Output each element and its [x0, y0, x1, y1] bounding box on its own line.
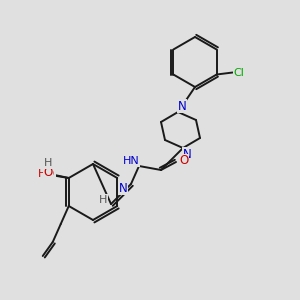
Text: O: O [179, 154, 189, 167]
Text: N: N [183, 148, 191, 160]
Text: H: H [99, 195, 107, 205]
Text: HN: HN [123, 156, 140, 166]
Text: H: H [44, 158, 52, 168]
Text: HO: HO [38, 169, 55, 179]
Text: Cl: Cl [233, 68, 244, 77]
Text: O: O [43, 167, 52, 179]
Text: N: N [118, 182, 127, 194]
Text: N: N [178, 100, 186, 112]
